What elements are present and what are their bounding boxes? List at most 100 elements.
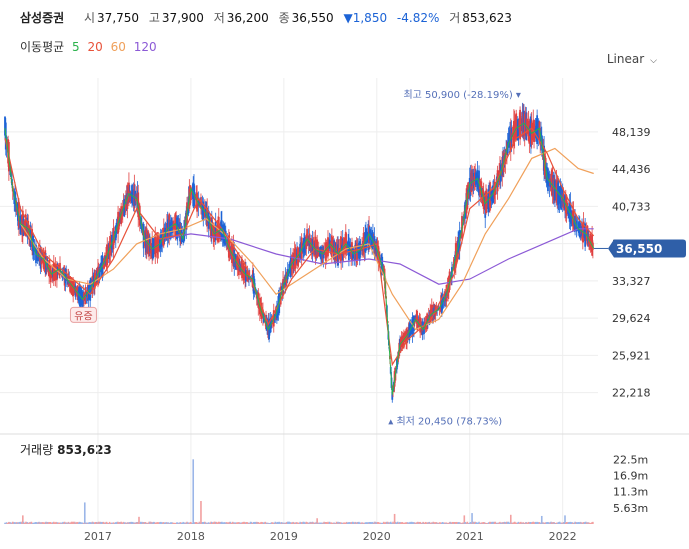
candle-body: [430, 304, 433, 321]
candle-body: [576, 227, 579, 229]
event-tag-label: 유증: [74, 310, 92, 322]
volume-bar: [494, 521, 497, 524]
volume-bar: [63, 521, 66, 524]
volume-bar: [192, 459, 195, 524]
max-price-annotation: 최고 50,900 (-28.19%) ▾: [403, 89, 521, 101]
volume-bar: [132, 521, 134, 524]
volume-bar: [577, 522, 579, 524]
y-tick-label: 33,327: [612, 275, 651, 288]
current-price-tag: [608, 239, 686, 258]
candle-body: [65, 272, 68, 282]
volume-bar: [540, 515, 543, 524]
volume-bar: [393, 513, 396, 524]
volume-bar: [592, 521, 594, 524]
moving-average-legend[interactable]: 이동평균 5 20 60 120: [20, 38, 161, 55]
ma20-line: [4, 127, 595, 367]
x-tick-label: 2022: [549, 530, 577, 543]
candle-body: [316, 239, 319, 258]
candle-body: [128, 182, 130, 203]
candle-body: [55, 263, 58, 281]
candle-body: [287, 271, 290, 277]
candle-body: [391, 391, 394, 400]
candle-body: [228, 239, 231, 256]
y-tick-label: 22,218: [612, 387, 651, 400]
open-label: 시: [84, 11, 96, 25]
x-tick-label: 2017: [84, 530, 112, 543]
volume-bar: [392, 521, 394, 524]
candle-body: [587, 229, 590, 244]
volume-bar: [571, 522, 573, 524]
volume-bar: [92, 522, 95, 524]
candle-body: [40, 249, 43, 265]
current-price-label: 36,550: [616, 242, 662, 256]
close-value: 36,550: [291, 11, 334, 25]
volume-bar: [432, 521, 435, 524]
change-value: ▼1,850: [343, 11, 388, 25]
candle-body: [129, 191, 132, 202]
volume-bar: [396, 521, 399, 524]
candle-body: [46, 260, 49, 270]
high-label: 고: [148, 11, 160, 25]
volume-value: 853,623: [462, 11, 512, 25]
y-tick-label: 29,624: [612, 312, 651, 325]
candle-body: [171, 221, 174, 233]
candle-body: [149, 243, 152, 254]
candle-body: [164, 230, 167, 239]
volume-bar: [469, 522, 472, 524]
volume-bar: [509, 514, 512, 524]
y-tick-label: 48,139: [612, 126, 651, 139]
volume-bar: [83, 502, 86, 524]
scale-toggle-button[interactable]: Linear ⌵: [607, 52, 657, 66]
volume-bar: [499, 521, 501, 524]
candle-body: [75, 287, 78, 293]
stock-name: 삼성증권: [20, 11, 65, 25]
y-tick-label: 25,921: [612, 349, 651, 362]
candle-body: [56, 265, 59, 272]
ma60-line: [19, 147, 594, 331]
volume-bar: [77, 522, 79, 524]
change-pct: -4.82%: [396, 11, 440, 25]
volume-bar: [217, 521, 220, 524]
volume-tick-label: 16.9m: [613, 469, 648, 482]
volume-bar: [49, 521, 52, 524]
min-price-annotation: ▴ 최저 20,450 (78.73%): [388, 415, 502, 427]
candle-body: [306, 229, 308, 247]
ma5-line: [4, 122, 595, 395]
candle-body: [271, 322, 274, 325]
candle-body: [270, 316, 273, 328]
volume-label: 거: [449, 11, 461, 25]
scale-label: Linear: [606, 52, 645, 66]
high-value: 37,900: [161, 11, 204, 25]
x-tick-label: 2018: [177, 530, 205, 543]
volume-bar: [138, 516, 140, 524]
volume-bar: [182, 521, 184, 524]
candle-body: [172, 224, 175, 230]
volume-bar: [522, 522, 524, 524]
candle-body: [515, 113, 518, 140]
volume-bar: [530, 521, 532, 524]
candle-body: [25, 214, 27, 237]
volume-bar: [478, 521, 480, 524]
volume-bar: [471, 513, 473, 524]
volume-bar: [22, 515, 24, 524]
volume-bar: [200, 501, 202, 524]
candle-body: [236, 255, 239, 271]
candlesticks: [4, 102, 594, 403]
x-tick-label: 2021: [456, 530, 484, 543]
volume-tick-label: 11.3m: [613, 486, 648, 499]
candle-body: [61, 272, 64, 276]
candle-body: [570, 210, 573, 224]
low-label: 저: [213, 11, 225, 25]
volume-bar: [62, 521, 64, 524]
candle-body: [547, 173, 550, 186]
volume-bar: [190, 521, 192, 524]
candle-body: [325, 242, 328, 258]
volume-bar: [299, 521, 301, 524]
low-value: 36,200: [226, 11, 269, 25]
candle-body: [98, 266, 101, 278]
candle-body: [372, 232, 374, 248]
candle-body: [113, 233, 116, 243]
volume-tick-label: 5.63m: [613, 502, 648, 515]
candle-body: [208, 217, 211, 223]
